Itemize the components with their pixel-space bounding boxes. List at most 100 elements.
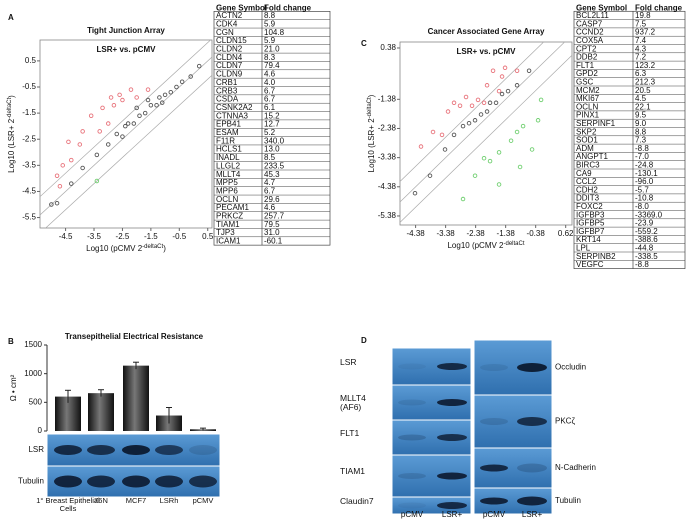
y-tick-label: 1500 <box>24 340 42 349</box>
fold-change: 5.9 <box>264 36 276 45</box>
fold-change: 7.3 <box>635 136 647 145</box>
blot-label-box: LSR <box>340 358 357 367</box>
gene-symbol: CLDN9 <box>216 70 243 79</box>
fold-change: 4.6 <box>264 203 276 212</box>
point <box>529 147 535 152</box>
point <box>111 103 117 108</box>
blot-strip <box>391 454 472 498</box>
x-axis-label: Log10 (pCMV 2-deltaCt <box>447 241 524 251</box>
fold-change: 29.6 <box>264 195 280 204</box>
point <box>520 123 526 129</box>
point <box>69 157 74 163</box>
fold-change: 4.5 <box>635 94 647 103</box>
point <box>54 200 60 206</box>
gene-symbol: PINX1 <box>576 111 600 120</box>
blot-band <box>398 399 426 406</box>
point <box>493 100 499 106</box>
gene-symbol: OCLN <box>576 102 598 111</box>
point <box>481 155 487 161</box>
y-axis-label-part: -deltaCt <box>367 97 373 118</box>
gene-symbol: SERPINF1 <box>576 119 616 128</box>
point <box>154 103 159 108</box>
point <box>469 103 475 108</box>
blot-band <box>398 502 426 509</box>
fold-change: -8.8 <box>635 144 649 153</box>
fold-change: 4.7 <box>264 178 276 187</box>
fold-change: 123.2 <box>635 61 656 70</box>
gene-symbol: ANGPT1 <box>576 152 609 161</box>
point <box>445 109 451 114</box>
blot-band <box>189 445 217 455</box>
fold-change: -10.8 <box>635 194 654 203</box>
x-tick-label: 0.62 <box>558 229 574 238</box>
blot-strip <box>391 419 472 456</box>
diagonal-guide <box>400 42 545 182</box>
fold-change: 340.0 <box>264 136 285 145</box>
chart-subtitle: LSR+ vs. pCMV <box>97 45 157 54</box>
fold-change: 21.0 <box>264 45 280 54</box>
y-axis-label-part: ) <box>367 94 376 97</box>
point <box>442 147 448 152</box>
blot-label: FLT1 <box>340 428 360 438</box>
point <box>123 123 128 129</box>
gene-symbol: SKP2 <box>576 127 597 136</box>
y-tick-label: 500 <box>29 397 43 406</box>
point <box>460 196 466 202</box>
gene-symbol: LPL <box>576 243 591 252</box>
point <box>508 138 514 143</box>
gene-symbol: ACTN2 <box>216 11 243 20</box>
gene-symbol: TIAM1 <box>216 220 240 229</box>
y-tick-label: -0.5 <box>22 82 36 91</box>
fold-change: 9.0 <box>635 119 647 128</box>
gene-symbol: CLDN7 <box>216 61 243 70</box>
blot-label-box: Claudin7 <box>340 497 374 506</box>
y-tick-label: -2.38 <box>378 124 397 133</box>
fold-change: 5.9 <box>264 19 276 28</box>
guides <box>40 40 212 228</box>
gene-symbol: EPB41 <box>216 120 241 129</box>
lane-label: pCMV <box>401 510 424 519</box>
blot-label: Tubulin <box>18 477 44 486</box>
blot-label: TIAM1 <box>340 467 366 476</box>
chart-title: Transepithelial Electrical Resistance <box>65 332 204 341</box>
y-tick-label: 1000 <box>24 369 42 378</box>
fold-change: 4.6 <box>264 70 276 79</box>
gene-symbol: INADL <box>216 153 240 162</box>
gene-symbol: CTNNA3 <box>216 111 249 120</box>
gene-symbol: CGN <box>216 28 234 37</box>
blot-label: PKCζ <box>555 417 575 426</box>
diagonal-guide <box>400 42 566 203</box>
gene-symbol: MKI67 <box>576 94 600 103</box>
blot-band <box>437 399 467 406</box>
point <box>502 65 508 71</box>
point <box>412 190 418 196</box>
point <box>487 100 493 106</box>
gene-symbol: ESAM <box>216 128 239 137</box>
fold-change: 13.0 <box>264 145 280 154</box>
point <box>131 121 137 126</box>
point <box>105 121 111 126</box>
gene-symbol: CDK4 <box>216 19 238 28</box>
point <box>490 68 496 73</box>
fold-change: -23.9 <box>635 219 654 228</box>
x-tick-label: -2.5 <box>116 232 130 241</box>
panel-letter: C <box>361 39 367 48</box>
point <box>499 74 505 79</box>
gene-symbol: CCND2 <box>576 28 604 37</box>
point <box>496 150 502 155</box>
fold-change: -44.8 <box>635 243 654 252</box>
point <box>439 132 445 138</box>
gene-symbol: CCL2 <box>576 177 597 186</box>
point <box>114 131 120 137</box>
point <box>526 68 532 73</box>
point <box>535 118 541 123</box>
y-tick-label: -1.5 <box>22 108 36 117</box>
fold-change: 257.7 <box>264 212 285 221</box>
x-tick-label-box: LSRh <box>160 497 179 505</box>
gene-symbol: BIRC3 <box>576 160 600 169</box>
fold-change: -338.5 <box>635 252 658 261</box>
y-axis-label: Log10 (LSR+ 2-deltaCt) <box>367 94 377 172</box>
fold-change: 6.7 <box>264 95 276 104</box>
blot-label-box: TIAM1 <box>340 467 366 476</box>
panel-letter: D <box>361 336 367 345</box>
